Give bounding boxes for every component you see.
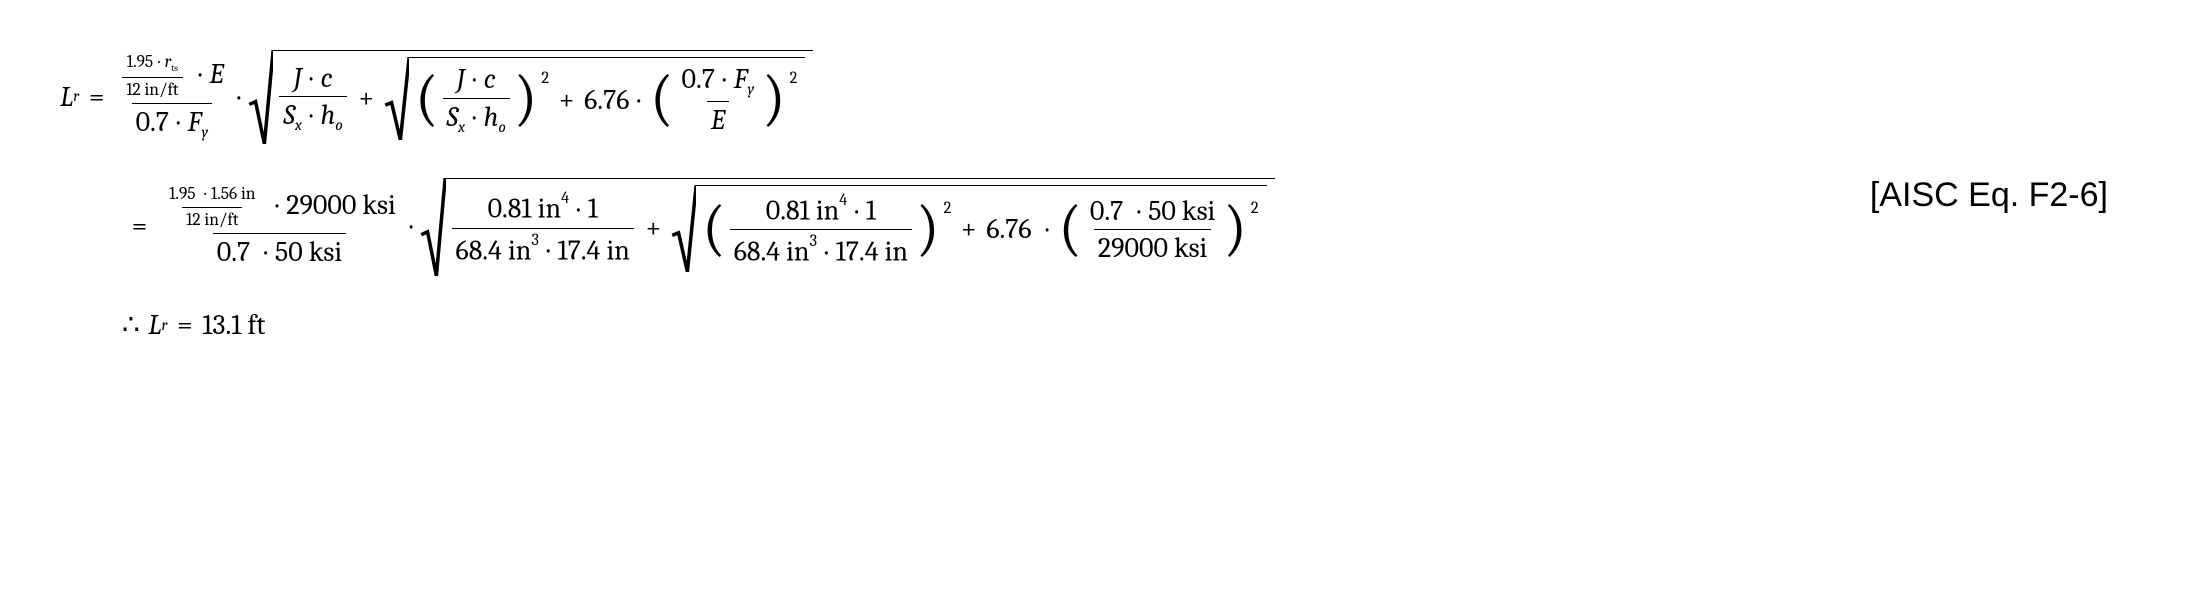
symbol-L: L <box>60 82 73 113</box>
result-value: 13.1 ft <box>202 310 265 341</box>
radical-icon <box>384 57 409 140</box>
J-term-numeric: 0.81 in4·1 68.4 in3·17.4 in <box>450 190 636 266</box>
equation-block: Lr = 1.95·rts 12 in/ft ·E 0.7·Fy · <box>60 50 1275 341</box>
lead-fraction-numeric: 1.95 ·1.56 in 12 in/ft ·29000 ksi 0.7 ·5… <box>157 185 402 268</box>
equation-reference: [AISC Eq. F2-6] <box>1870 176 2128 215</box>
equation-row-result: ∴ Lr = 13.1 ft <box>60 310 1275 341</box>
radical-icon <box>671 185 696 272</box>
coefficient-fraction: 1.95·rts 12 in/ft <box>120 53 184 100</box>
outer-radical-numeric: 0.81 in4·1 68.4 in3·17.4 in + ( 0.8 <box>420 178 1274 276</box>
equation-row-symbolic: Lr = 1.95·rts 12 in/ft ·E 0.7·Fy · <box>60 50 1275 144</box>
radical-icon <box>248 50 273 144</box>
equation-row-numeric: = 1.95 ·1.56 in 12 in/ft ·29000 ksi 0.7 … <box>60 178 1275 276</box>
paren-term-1: ( J·c Sx·ho ) <box>413 64 539 136</box>
Jc-over-Sxho: J·c Sx·ho <box>277 63 348 135</box>
outer-radical: J·c Sx·ho + ( J·c <box>248 50 813 144</box>
inner-radical-numeric: ( 0.81 in4·1 68.4 in3·17.4 in ) 2 + 6.76… <box>671 185 1267 272</box>
paren-term-2: ( 0.7·Fy E ) <box>648 64 788 136</box>
therefore-symbol: ∴ <box>122 310 148 341</box>
lead-fraction: 1.95·rts 12 in/ft ·E 0.7·Fy <box>114 53 229 142</box>
radical-icon <box>420 178 445 276</box>
inner-radical: ( J·c Sx·ho ) 2 + 6.76· ( <box>384 57 806 140</box>
equals: = <box>79 82 114 113</box>
